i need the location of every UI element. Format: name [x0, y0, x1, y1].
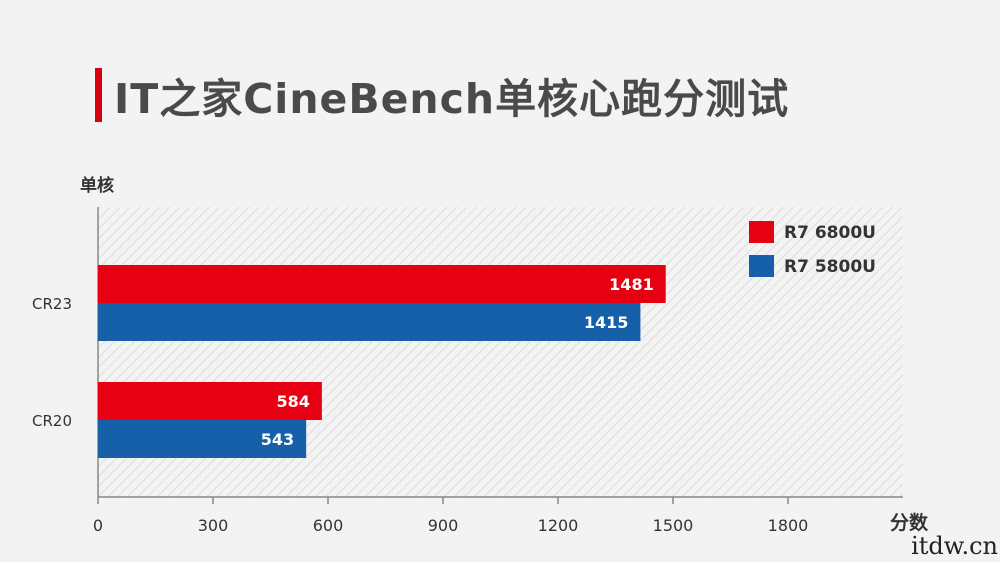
data-label: 1481: [609, 275, 654, 294]
category-label: CR20: [32, 412, 72, 430]
category-label: CR23: [32, 295, 72, 313]
y-axis-label: 单核: [80, 175, 114, 196]
bar-cr20-series-1: [98, 382, 322, 420]
legend-swatch: [749, 221, 774, 243]
title-accent-bar: [95, 68, 102, 122]
data-label: 584: [276, 392, 309, 411]
data-label: 543: [261, 430, 294, 449]
legend-label: R7 5800U: [784, 257, 876, 277]
title-block: IT之家CineBench单核心跑分测试: [95, 66, 789, 124]
x-tick-label: 1500: [653, 516, 694, 535]
bar-cr20-series-2: [98, 420, 307, 458]
legend-label: R7 6800U: [784, 223, 876, 243]
x-tick-label: 1200: [538, 516, 579, 535]
x-tick-label: 300: [198, 516, 229, 535]
x-tick-label: 1800: [768, 516, 809, 535]
chart-title: IT之家CineBench单核心跑分测试: [114, 75, 790, 123]
x-axis-label: 分数: [890, 511, 929, 534]
legend-swatch: [749, 255, 774, 277]
x-tick-label: 0: [93, 516, 103, 535]
bar-cr23-series-1: [98, 265, 666, 303]
bar-cr23-series-2: [98, 303, 641, 341]
x-tick-label: 900: [428, 516, 459, 535]
watermark: itdw.cn: [911, 532, 998, 560]
x-tick-label: 600: [313, 516, 344, 535]
data-label: 1415: [584, 313, 629, 332]
